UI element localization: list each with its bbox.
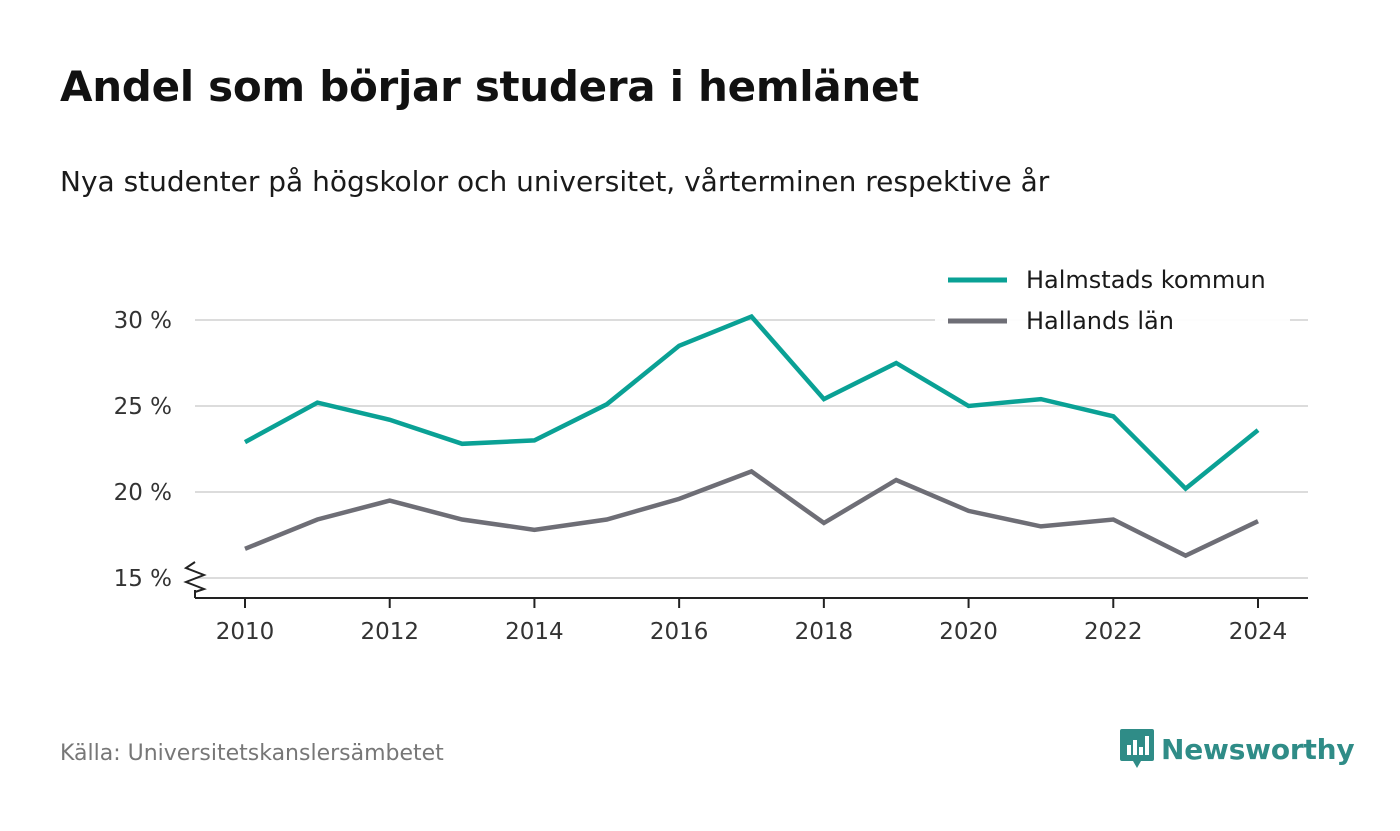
series-line-1 [243, 313, 1260, 492]
series-line-2 [244, 468, 1259, 559]
y-tick-label: 25 % [114, 394, 172, 420]
x-tick-label: 2010 [216, 619, 275, 645]
x-tick-label: 2012 [360, 619, 419, 645]
brand-name: Newsworthy [1161, 732, 1355, 766]
y-tick-label: 15 % [114, 566, 172, 592]
source-note: Källa: Universitetskanslersämbetet [60, 741, 444, 766]
x-tick-label: 2014 [505, 619, 564, 645]
x-tick-label: 2022 [1084, 619, 1143, 645]
x-tick-label: 2024 [1229, 619, 1288, 645]
legend-label: Hallands län [1026, 307, 1174, 335]
chart-title: Andel som börjar studera i hemlänet [60, 62, 919, 111]
y-tick-label: 30 % [114, 308, 172, 334]
series-lines [243, 313, 1260, 559]
x-tick-label: 2016 [650, 619, 709, 645]
chart-subtitle: Nya studenter på högskolor och universit… [60, 165, 1050, 198]
grid-lines [195, 319, 1308, 579]
x-tick-label: 2020 [939, 619, 998, 645]
brand-logo[interactable]: Newsworthy [1119, 727, 1355, 771]
y-tick-label: 20 % [114, 480, 172, 506]
x-tick-label: 2018 [795, 619, 854, 645]
axis-break-icon [183, 561, 207, 593]
legend-background [935, 255, 1290, 345]
axes: 15 % 20 % 25 % 30 % 2010 2012 2014 2016 2018 2020… [114, 308, 1308, 645]
legend-label: Halmstads kommun [1026, 266, 1266, 294]
legend: Halmstads kommun Hallands län [935, 255, 1290, 345]
newsworthy-logo-icon [1120, 729, 1154, 768]
